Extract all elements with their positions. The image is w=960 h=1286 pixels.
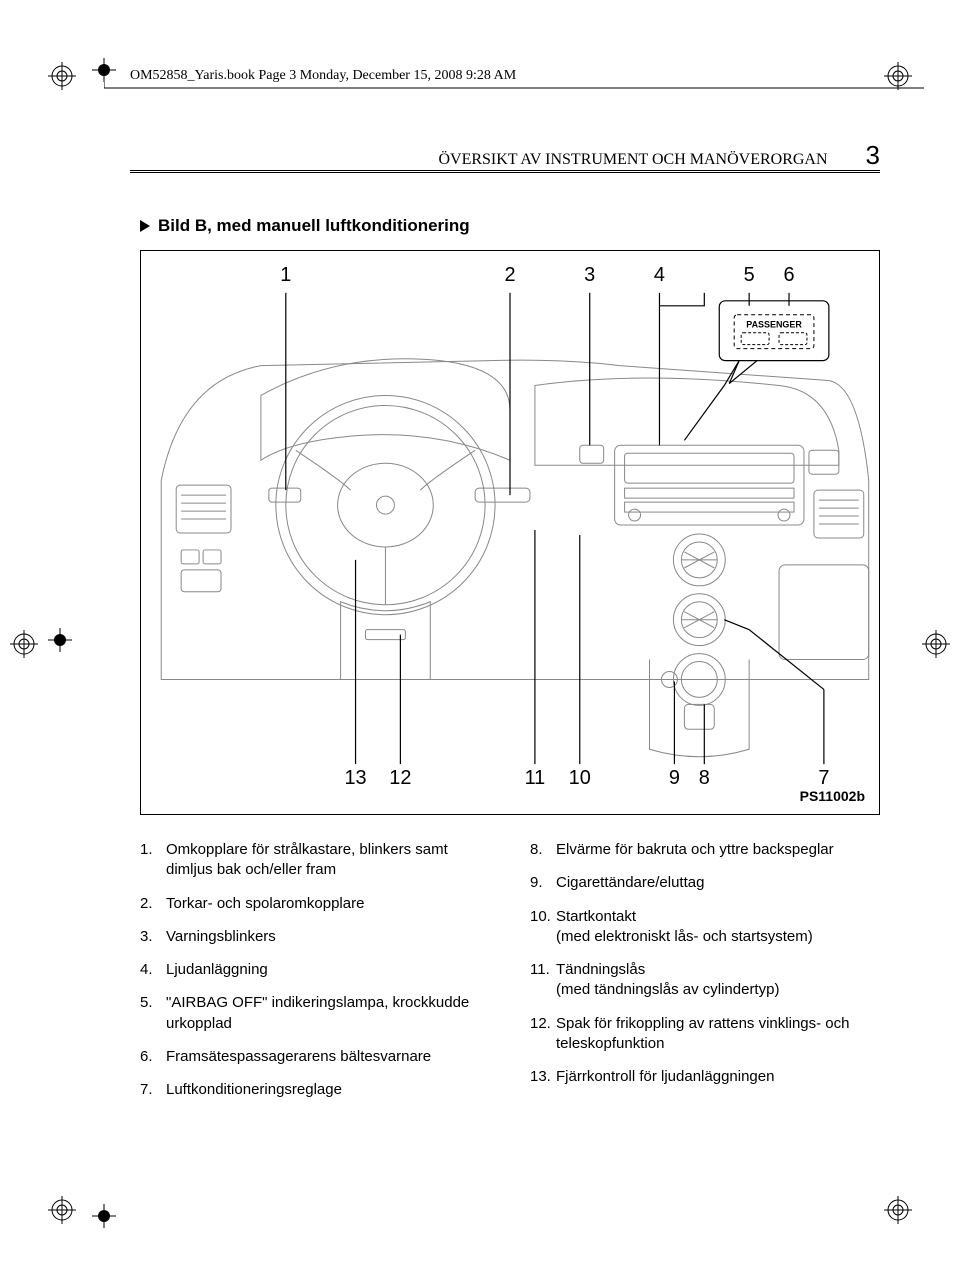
legend-item: 4.Ljudanläggning — [140, 960, 490, 980]
legend-item: 10.Startkontakt (med elektroniskt lås- o… — [530, 907, 880, 948]
legend-item: 13.Fjärrkontroll för ljudanläggningen — [530, 1067, 880, 1087]
callout-1: 1 — [280, 264, 291, 286]
legend: 1.Omkopplare för strålkastare, blinkers … — [140, 840, 880, 1113]
legend-item: 1.Omkopplare för strålkastare, blinkers … — [140, 840, 490, 881]
figure-code: PS11002b — [800, 788, 865, 804]
legend-item: 12.Spak för frikoppling av rattens vinkl… — [530, 1014, 880, 1055]
legend-item: 2.Torkar- och spolaromkopplare — [140, 894, 490, 914]
reg-mark-ml — [10, 630, 38, 658]
page-number: 3 — [866, 140, 880, 171]
subtitle-text: Bild B, med manuell luftkonditionering — [158, 216, 470, 236]
crop-mark-bl — [92, 1204, 116, 1228]
title-rule — [130, 170, 880, 173]
legend-item: 8.Elvärme för bakruta och yttre backspeg… — [530, 840, 880, 860]
reg-mark-tl — [48, 62, 76, 90]
reg-mark-br — [884, 1196, 912, 1224]
legend-left-col: 1.Omkopplare för strålkastare, blinkers … — [140, 840, 490, 1113]
callout-4: 4 — [654, 264, 665, 286]
passenger-label: PASSENGER — [746, 320, 802, 330]
callout-6: 6 — [783, 264, 794, 286]
callout-12: 12 — [389, 767, 411, 789]
triangle-bullet-icon — [140, 220, 150, 232]
reg-mark-bl — [48, 1196, 76, 1224]
legend-item: 7.Luftkonditioneringsreglage — [140, 1080, 490, 1100]
legend-item: 11.Tändningslås (med tändningslås av cyl… — [530, 960, 880, 1001]
legend-item: 9.Cigarettändare/eluttag — [530, 873, 880, 893]
callout-2: 2 — [504, 264, 515, 286]
header-rule — [104, 58, 924, 90]
legend-item: 6.Framsätespassagerarens bältesvarnare — [140, 1047, 490, 1067]
callout-3: 3 — [584, 264, 595, 286]
section-title: ÖVERSIKT AV INSTRUMENT OCH MANÖVERORGAN — [438, 151, 827, 169]
callout-13: 13 — [344, 767, 366, 789]
reg-mark-mr — [922, 630, 950, 658]
callout-9: 9 — [669, 767, 680, 789]
dashboard-diagram: PASSENGER 1 2 3 4 5 — [140, 250, 880, 815]
legend-item: 5."AIRBAG OFF" indikeringslampa, krockku… — [140, 993, 490, 1034]
crop-mark-ml — [48, 628, 72, 652]
callout-11: 11 — [525, 767, 546, 789]
legend-right-col: 8.Elvärme för bakruta och yttre backspeg… — [530, 840, 880, 1113]
subtitle-row: Bild B, med manuell luftkonditionering — [140, 216, 470, 236]
section-header: ÖVERSIKT AV INSTRUMENT OCH MANÖVERORGAN … — [130, 140, 880, 171]
callout-8: 8 — [699, 767, 710, 789]
callout-7: 7 — [818, 767, 829, 789]
legend-item: 3.Varningsblinkers — [140, 927, 490, 947]
callout-5: 5 — [744, 264, 755, 286]
callout-10: 10 — [569, 767, 591, 789]
